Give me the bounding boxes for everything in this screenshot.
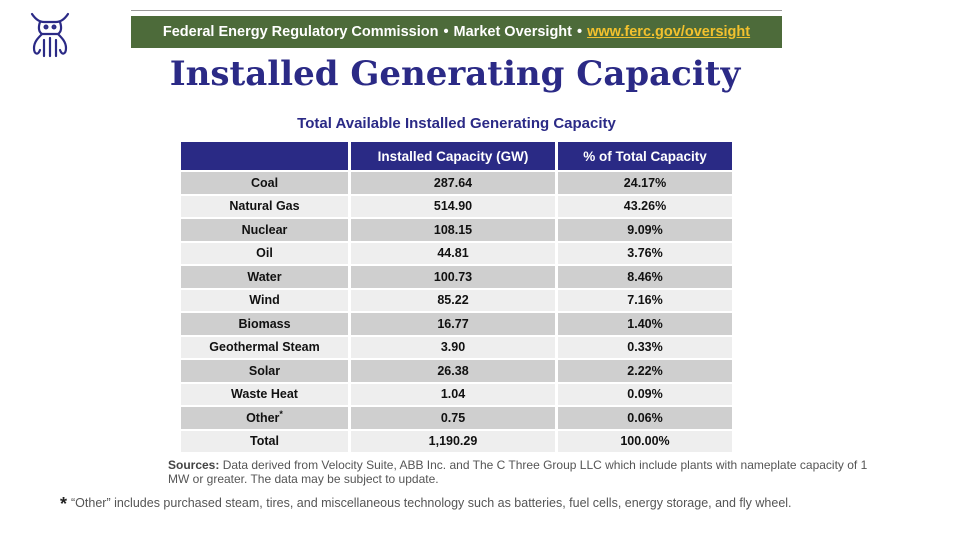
cell-source: Natural Gas: [181, 195, 348, 217]
cell-percent: 8.46%: [558, 266, 732, 288]
cell-capacity: 514.90: [351, 195, 555, 217]
table-row: Nuclear 108.15 9.09%: [181, 219, 732, 241]
cell-source: Total: [181, 430, 348, 452]
bull-logo-icon: [28, 10, 72, 60]
cell-percent: 0.33%: [558, 336, 732, 358]
footnote-text: “Other” includes purchased steam, tires,…: [71, 496, 792, 510]
cell-source: Nuclear: [181, 219, 348, 241]
cell-source: Geothermal Steam: [181, 336, 348, 358]
table-row: Natural Gas 514.90 43.26%: [181, 195, 732, 217]
table-row: Solar 26.38 2.22%: [181, 360, 732, 382]
cell-capacity: 26.38: [351, 360, 555, 382]
table-row: Water 100.73 8.46%: [181, 266, 732, 288]
cell-capacity: 85.22: [351, 289, 555, 311]
cell-capacity: 44.81: [351, 242, 555, 264]
ferc-oversight-link[interactable]: www.ferc.gov/oversight: [587, 24, 751, 40]
cell-source: Other*: [181, 407, 348, 429]
cell-source: Coal: [181, 172, 348, 194]
table-row: Biomass 16.77 1.40%: [181, 313, 732, 335]
table-header-row: Installed Capacity (GW) % of Total Capac…: [181, 142, 732, 170]
table-row: Waste Heat 1.04 0.09%: [181, 383, 732, 405]
capacity-table: Installed Capacity (GW) % of Total Capac…: [178, 140, 735, 454]
cell-percent: 7.16%: [558, 289, 732, 311]
header-banner: Federal Energy Regulatory Commission • M…: [131, 16, 782, 48]
cell-percent: 3.76%: [558, 242, 732, 264]
cell-percent: 9.09%: [558, 219, 732, 241]
cell-source: Oil: [181, 242, 348, 264]
page-title: Installed Generating Capacity: [169, 54, 741, 94]
cell-percent: 0.06%: [558, 407, 732, 429]
cell-percent: 0.09%: [558, 383, 732, 405]
table-row: Coal 287.64 24.17%: [181, 172, 732, 194]
other-footnote-marker: *: [279, 408, 283, 419]
column-header-percent: % of Total Capacity: [558, 142, 732, 170]
sources-note: Sources: Data derived from Velocity Suit…: [168, 458, 888, 486]
cell-capacity: 3.90: [351, 336, 555, 358]
footnote-marker: *: [60, 494, 68, 514]
cell-source: Waste Heat: [181, 383, 348, 405]
table-caption: Total Available Installed Generating Cap…: [297, 115, 616, 132]
sources-text: Data derived from Velocity Suite, ABB In…: [168, 458, 868, 486]
cell-capacity: 108.15: [351, 219, 555, 241]
banner-org: Federal Energy Regulatory Commission: [162, 24, 439, 40]
column-header-capacity: Installed Capacity (GW): [351, 142, 555, 170]
cell-source: Biomass: [181, 313, 348, 335]
column-header-source: [181, 142, 348, 170]
banner-separator: •: [577, 24, 583, 40]
footnote: * “Other” includes purchased steam, tires…: [60, 494, 940, 515]
cell-percent: 1.40%: [558, 313, 732, 335]
cell-capacity: 100.73: [351, 266, 555, 288]
cell-source: Water: [181, 266, 348, 288]
sources-label: Sources:: [168, 458, 220, 472]
table-row: Oil 44.81 3.76%: [181, 242, 732, 264]
cell-source: Wind: [181, 289, 348, 311]
banner-separator: •: [443, 24, 449, 40]
table-row: Geothermal Steam 3.90 0.33%: [181, 336, 732, 358]
cell-percent: 100.00%: [558, 430, 732, 452]
cell-percent: 2.22%: [558, 360, 732, 382]
cell-capacity: 0.75: [351, 407, 555, 429]
banner-section: Market Oversight: [453, 24, 572, 40]
table-row: Other* 0.75 0.06%: [181, 407, 732, 429]
table-total-row: Total 1,190.29 100.00%: [181, 430, 732, 452]
cell-percent: 43.26%: [558, 195, 732, 217]
cell-capacity: 16.77: [351, 313, 555, 335]
cell-percent: 24.17%: [558, 172, 732, 194]
table-row: Wind 85.22 7.16%: [181, 289, 732, 311]
cell-source: Solar: [181, 360, 348, 382]
other-label: Other: [246, 410, 280, 425]
header-divider: [131, 10, 782, 11]
cell-capacity: 287.64: [351, 172, 555, 194]
cell-capacity: 1,190.29: [351, 430, 555, 452]
cell-capacity: 1.04: [351, 383, 555, 405]
